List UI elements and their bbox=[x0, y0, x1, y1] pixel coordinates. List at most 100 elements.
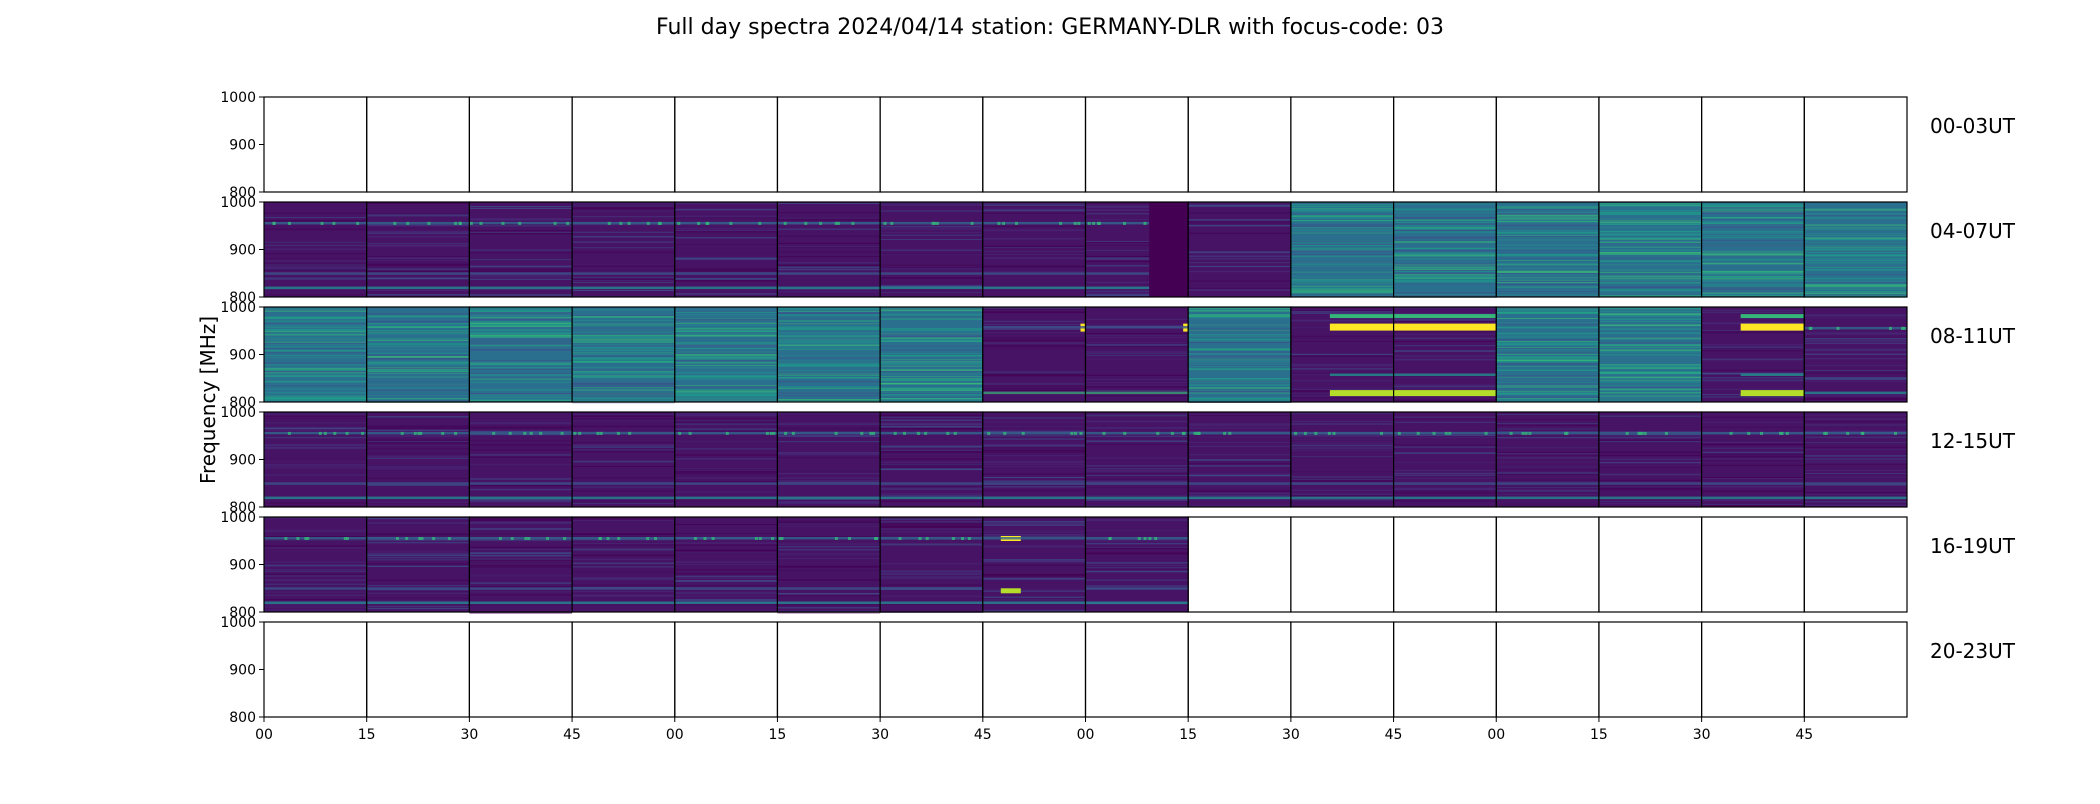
spectral-line bbox=[674, 324, 778, 327]
spectral-line bbox=[1496, 504, 1599, 506]
spectral-line bbox=[1496, 280, 1599, 282]
spectral-line bbox=[1188, 474, 1291, 476]
spectral-line bbox=[777, 481, 881, 483]
heatmap-panel bbox=[1803, 411, 1908, 508]
spectral-line bbox=[366, 517, 470, 520]
spectral-line bbox=[264, 529, 367, 531]
spectral-line bbox=[366, 338, 470, 340]
heatmap-panel bbox=[879, 306, 984, 403]
heatmap-panel bbox=[1495, 411, 1600, 508]
spectral-line bbox=[1290, 261, 1394, 263]
spectral-line bbox=[1701, 253, 1805, 256]
spectral-line bbox=[982, 577, 1086, 580]
spectral-line bbox=[366, 387, 470, 389]
burst bbox=[1329, 314, 1394, 319]
panel-bg bbox=[880, 517, 983, 612]
spectral-line bbox=[264, 258, 367, 259]
spectral-line bbox=[880, 462, 983, 463]
spectral-line bbox=[1496, 205, 1599, 208]
spectral-line bbox=[572, 481, 675, 483]
spectral-line bbox=[1804, 339, 1907, 341]
spectral-line bbox=[1085, 561, 1189, 563]
spectral-line bbox=[880, 202, 983, 204]
spectral-line bbox=[777, 212, 881, 214]
spectral-line bbox=[1393, 469, 1497, 472]
spectral-line bbox=[777, 346, 881, 348]
spectral-line bbox=[1496, 209, 1599, 210]
spectral-line bbox=[674, 244, 778, 245]
spectral-line bbox=[1804, 280, 1907, 282]
spectral-line bbox=[1393, 319, 1497, 321]
spectral-line bbox=[777, 357, 881, 359]
spectral-line bbox=[1188, 309, 1291, 312]
spectral-line bbox=[880, 422, 983, 425]
spectral-line bbox=[1393, 307, 1497, 309]
spectral-line bbox=[572, 333, 675, 336]
heatmap-panel bbox=[571, 96, 676, 193]
spectral-line bbox=[572, 344, 675, 346]
spectral-line bbox=[1085, 540, 1189, 542]
spectral-line bbox=[674, 430, 778, 433]
spectral-spike bbox=[1002, 221, 1006, 225]
spectral-line bbox=[1085, 543, 1189, 545]
spectral-spike bbox=[539, 431, 543, 435]
spectral-line bbox=[1701, 272, 1805, 274]
spectral-line bbox=[1290, 380, 1394, 382]
emission-band bbox=[366, 221, 470, 225]
spectral-spike bbox=[1223, 431, 1227, 435]
spectral-line bbox=[674, 237, 778, 239]
spectral-line bbox=[1496, 333, 1599, 335]
panel-frame bbox=[571, 96, 676, 193]
spectral-spike bbox=[406, 221, 410, 225]
spectral-line bbox=[1393, 421, 1497, 423]
spectral-line bbox=[469, 278, 573, 280]
emission-band bbox=[880, 601, 983, 604]
spectral-line bbox=[1496, 274, 1599, 276]
spectral-line bbox=[1496, 428, 1599, 430]
spectral-line bbox=[1085, 486, 1189, 488]
spectral-line bbox=[880, 575, 983, 578]
spectral-line bbox=[1496, 398, 1599, 400]
heatmap-panel bbox=[674, 516, 779, 613]
heatmap-panel bbox=[674, 621, 779, 718]
spectral-line bbox=[880, 313, 983, 315]
spectral-spike bbox=[628, 431, 632, 435]
spectral-line bbox=[572, 425, 675, 428]
emission-band bbox=[572, 496, 675, 500]
spectral-line bbox=[777, 334, 881, 337]
spectral-line bbox=[469, 268, 573, 270]
spectral-line bbox=[1393, 254, 1497, 256]
spectral-line bbox=[674, 399, 778, 401]
spectral-line bbox=[264, 308, 367, 310]
spectral-line bbox=[366, 354, 470, 356]
emission-band bbox=[1188, 496, 1291, 500]
spectral-line bbox=[1496, 216, 1599, 218]
spectral-line bbox=[1085, 203, 1189, 205]
spectral-line bbox=[1188, 361, 1291, 363]
spectral-line bbox=[1598, 223, 1702, 225]
spectral-line bbox=[674, 259, 778, 260]
spectral-line bbox=[1598, 286, 1702, 288]
spectral-spike bbox=[578, 431, 582, 435]
spectral-line bbox=[1496, 340, 1599, 343]
panel-frame bbox=[1803, 306, 1908, 403]
spectral-line bbox=[674, 372, 778, 374]
spectral-line bbox=[264, 457, 367, 460]
spectral-line bbox=[1598, 324, 1702, 326]
spectral-line bbox=[572, 420, 675, 422]
spectral-line bbox=[1085, 420, 1189, 423]
spectral-line bbox=[880, 359, 983, 361]
spectral-spike bbox=[501, 221, 505, 225]
spectral-line bbox=[469, 258, 573, 261]
spectral-line bbox=[777, 256, 881, 258]
panel-bg bbox=[777, 412, 881, 507]
spectral-line bbox=[1393, 271, 1497, 272]
spectral-line bbox=[880, 531, 983, 533]
spectral-line bbox=[777, 523, 881, 525]
spectral-line bbox=[572, 334, 675, 337]
panel-frame bbox=[1290, 516, 1395, 613]
spectral-line bbox=[366, 376, 470, 378]
spectral-spike bbox=[304, 537, 308, 540]
spectral-line bbox=[366, 320, 470, 323]
spectral-spike bbox=[1059, 221, 1063, 225]
